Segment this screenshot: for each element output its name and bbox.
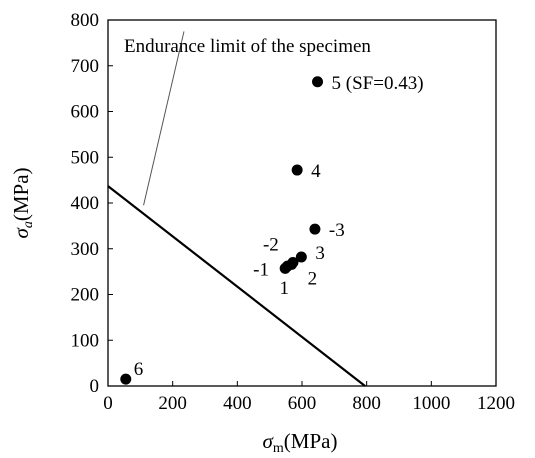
data-point-label: -2 bbox=[263, 234, 279, 255]
data-point-label: 2 bbox=[308, 268, 318, 289]
data-point bbox=[120, 373, 132, 385]
y-axis-subscript: a bbox=[21, 221, 36, 228]
y-tick-label: 200 bbox=[71, 285, 100, 306]
annotation-pointer bbox=[143, 31, 185, 206]
data-point bbox=[312, 76, 324, 88]
x-tick-label: 200 bbox=[158, 393, 187, 414]
x-axis-subscript: m bbox=[273, 441, 284, 456]
y-axis-unit: (MPa) bbox=[9, 167, 33, 221]
y-tick-label: 300 bbox=[71, 239, 100, 260]
x-axis-title: σm(MPa) bbox=[263, 429, 338, 456]
x-tick-label: 0 bbox=[103, 393, 113, 414]
data-point-label: 1 bbox=[279, 278, 289, 299]
endurance-limit-line bbox=[107, 185, 366, 387]
annotation-label: Endurance limit of the specimen bbox=[124, 36, 371, 57]
data-series: 1 -1 2 -2 3-3 4 5 (SF=0.43) 6 bbox=[120, 73, 424, 385]
data-point bbox=[291, 164, 303, 176]
data-point-label: -1 bbox=[253, 259, 269, 280]
data-point-label: -3 bbox=[329, 220, 345, 241]
y-tick-label: 100 bbox=[71, 330, 100, 351]
data-point bbox=[287, 256, 299, 268]
x-tick-label: 400 bbox=[223, 393, 252, 414]
y-tick-label: 0 bbox=[90, 376, 100, 397]
x-tick-label: 600 bbox=[288, 393, 317, 414]
data-point bbox=[309, 223, 321, 235]
x-tick-label: 800 bbox=[352, 393, 381, 414]
plot-frame bbox=[107, 19, 497, 387]
data-point-label: 4 bbox=[311, 161, 321, 182]
x-tick-label: 1200 bbox=[477, 393, 515, 414]
data-point-label: 5 (SF=0.43) bbox=[332, 73, 424, 94]
y-tick-label: 500 bbox=[71, 147, 100, 168]
y-axis-symbol: σ bbox=[9, 227, 33, 239]
y-tick-label: 700 bbox=[71, 56, 100, 77]
x-axis-unit: (MPa) bbox=[284, 429, 338, 453]
y-tick-label: 400 bbox=[71, 193, 100, 214]
x-tick-label: 1000 bbox=[412, 393, 450, 414]
data-point-label: 6 bbox=[134, 359, 144, 380]
data-point bbox=[295, 251, 307, 263]
annotations: Endurance limit of the specimen bbox=[107, 31, 371, 387]
y-tick-label: 800 bbox=[71, 10, 100, 31]
y-axis-title: σa(MPa) bbox=[9, 167, 36, 238]
y-tick-label: 600 bbox=[71, 102, 100, 123]
x-axis-symbol: σ bbox=[263, 429, 275, 453]
data-point-label: 3 bbox=[315, 243, 325, 264]
axis-ticks: 0 200 400 600 800 1000 1200 0 100 200 300 400 500 600… bbox=[71, 10, 516, 414]
